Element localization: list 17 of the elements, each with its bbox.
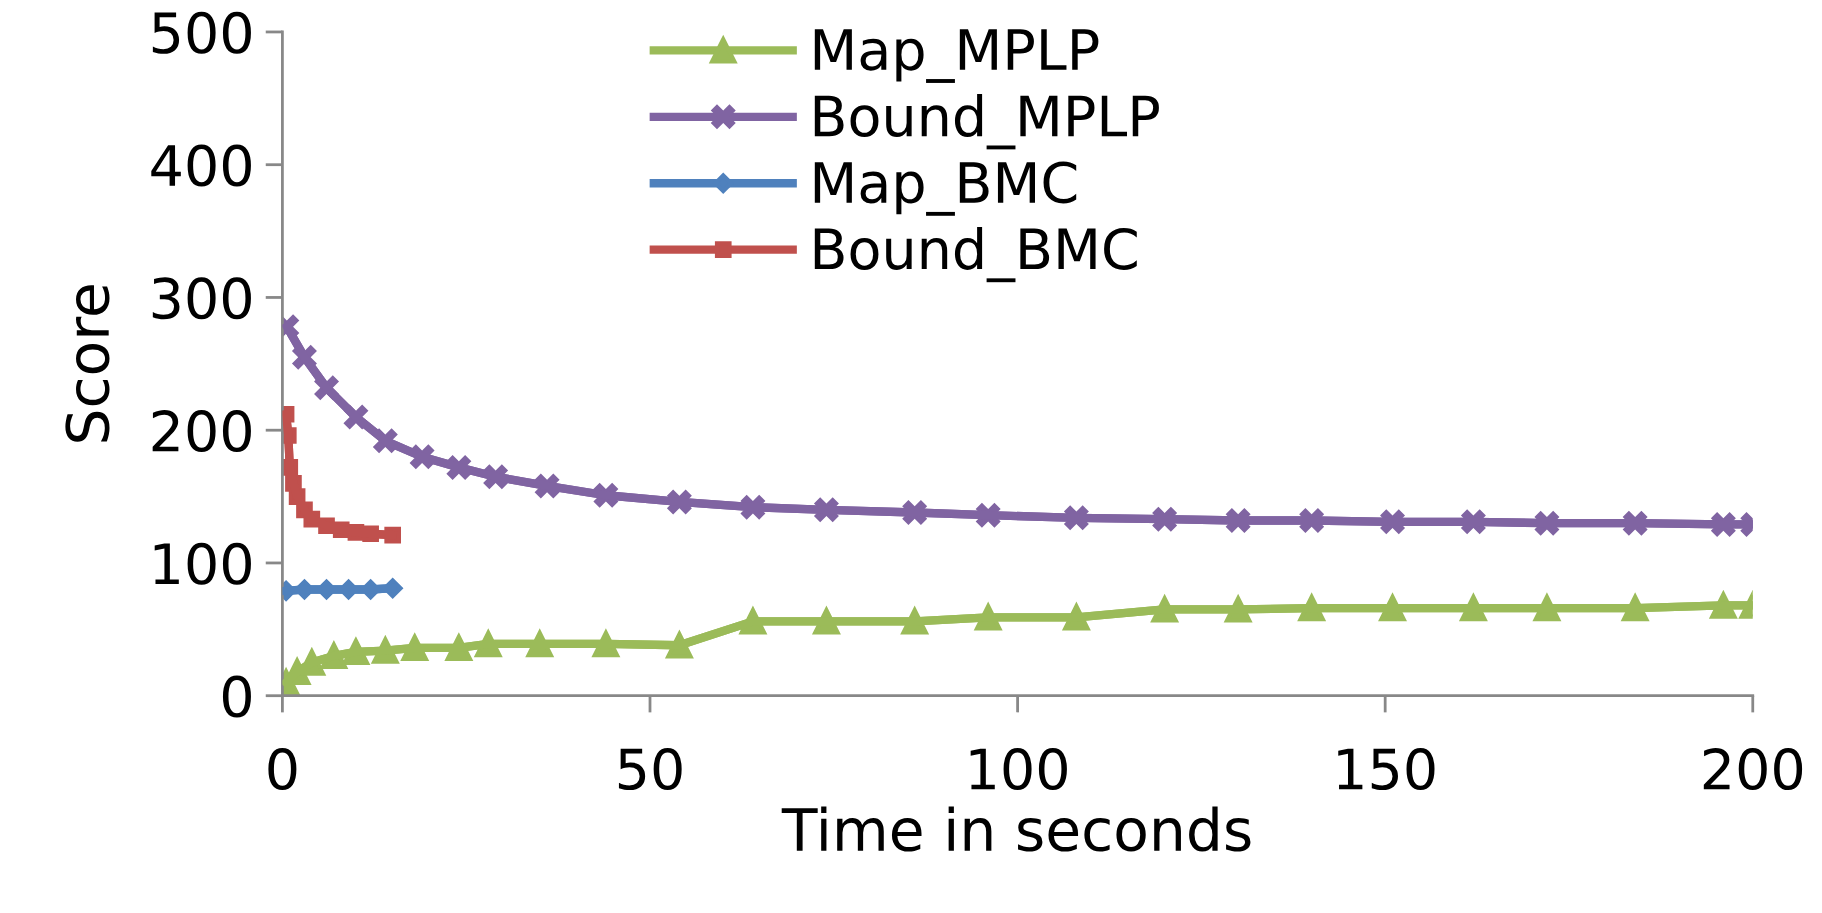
y-tick-label: 400 [151,144,251,187]
x-tick-label: 50 [618,748,682,791]
y-tick-label: 100 [154,542,251,585]
x-axis-title: Time in seconds [781,806,1251,852]
y-tick-label: 500 [152,11,251,54]
y-axis-title: Score [65,285,110,442]
y-tick-label: 0 [222,675,251,718]
legend-label: Map_MPLP [814,29,1099,83]
x-tick-label: 150 [1338,748,1435,791]
x-tick-label: 100 [970,748,1067,791]
x-tick-label: 200 [1703,748,1803,791]
legend-label: Bound_BMC [814,226,1137,283]
y-tick-label: 200 [152,410,251,453]
x-tick-label: 0 [268,748,297,791]
y-tick-label: 300 [152,277,251,320]
legend-label: Map_BMC [814,161,1077,216]
legend-label: Bound_MPLP [814,94,1159,150]
